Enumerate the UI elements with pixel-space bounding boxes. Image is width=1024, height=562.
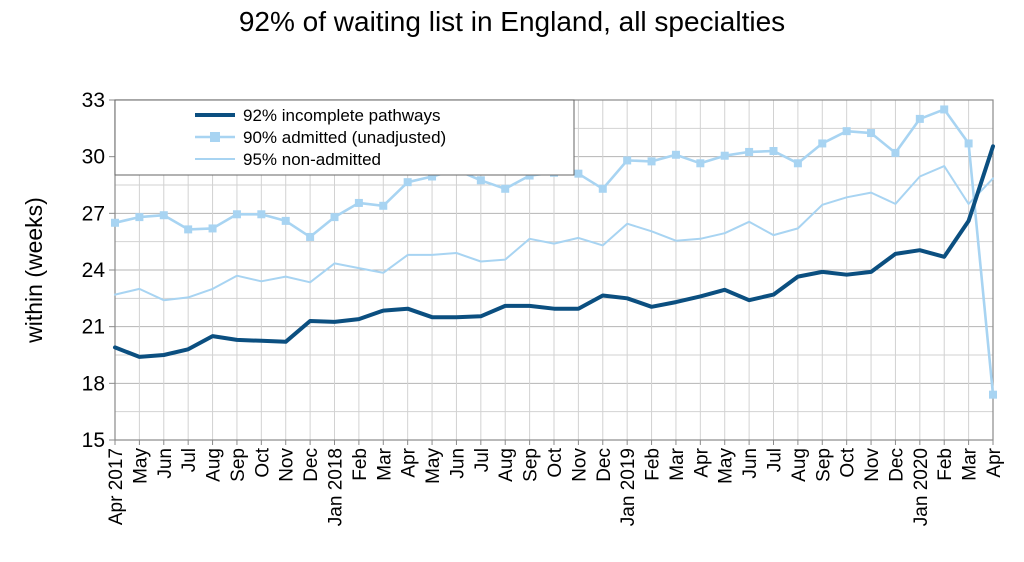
data-point-marker <box>379 201 388 210</box>
x-tick-label: Nov <box>862 448 883 482</box>
y-tick-label: 30 <box>82 146 105 169</box>
y-axis-label: within (weeks) <box>21 197 47 344</box>
data-point-marker <box>598 184 607 193</box>
data-point-marker <box>915 114 924 123</box>
data-point-marker <box>208 224 217 233</box>
data-point-marker <box>574 169 583 178</box>
data-point-marker <box>989 390 997 399</box>
x-tick-label: Apr <box>984 447 1005 477</box>
x-tick-label: Mar <box>374 447 395 480</box>
y-tick-label: 24 <box>82 259 106 282</box>
series-lines <box>111 105 997 399</box>
x-tick-label: Dec <box>594 448 615 482</box>
x-tick-label: Feb <box>643 448 664 481</box>
data-point-marker <box>891 148 900 157</box>
x-tick-label: Jul <box>179 448 200 472</box>
data-point-marker <box>696 159 705 168</box>
legend-label: 90% admitted (unadjusted) <box>243 128 446 147</box>
data-point-marker <box>647 157 656 166</box>
x-tick-label: Jun <box>740 448 761 479</box>
x-tick-label: May <box>716 448 737 484</box>
data-point-marker <box>769 147 778 155</box>
y-tick-label: 15 <box>82 429 105 452</box>
data-point-marker <box>330 213 339 222</box>
legend-label: 95% non-admitted <box>243 150 381 169</box>
data-point-marker <box>428 172 437 181</box>
data-point-marker <box>354 198 363 207</box>
data-point-marker <box>306 232 315 241</box>
x-axis-ticks: Apr 2017 May Jun Jul Aug Sep Oct Nov Dec Jan 2018… <box>106 440 1005 526</box>
x-tick-label: Dec <box>886 448 907 482</box>
y-axis-ticks: 15 18 21 24 27 30 33 <box>82 89 115 452</box>
series-line-3 <box>114 165 994 302</box>
data-point-marker <box>184 225 193 234</box>
x-tick-label: Jun <box>155 448 176 479</box>
legend-box <box>114 99 575 176</box>
legend: 92% incomplete pathways 90% admitted (una… <box>114 99 575 176</box>
x-tick-label: Mar <box>960 447 981 480</box>
x-tick-label: Sep <box>228 448 249 482</box>
x-tick-label: Apr <box>691 447 712 477</box>
x-tick-label: Aug <box>789 448 810 482</box>
x-tick-label: Apr <box>399 447 420 477</box>
data-point-marker <box>257 210 266 219</box>
legend-marker <box>210 132 220 142</box>
chart-title: 92% of waiting list in England, all spec… <box>238 6 786 37</box>
x-tick-label: Jan 2018 <box>326 448 347 526</box>
x-tick-label: Jul <box>472 448 493 472</box>
data-point-marker <box>501 184 510 193</box>
x-tick-label: Aug <box>496 448 517 482</box>
x-tick-label: Nov <box>277 448 298 482</box>
data-point-marker <box>818 139 827 148</box>
data-point-marker <box>671 150 680 159</box>
x-tick-label: May <box>130 448 151 484</box>
y-tick-label: 27 <box>82 202 105 225</box>
data-point-marker <box>135 213 144 222</box>
data-point-marker <box>623 156 632 165</box>
data-point-marker <box>159 211 168 220</box>
x-tick-label: Oct <box>252 447 273 477</box>
x-tick-label: Feb <box>935 448 956 481</box>
x-tick-label: Aug <box>204 448 225 482</box>
x-tick-label: Oct <box>838 447 859 477</box>
x-tick-label: May <box>423 448 444 484</box>
y-tick-label: 18 <box>82 372 105 395</box>
x-tick-label: Mar <box>667 447 688 480</box>
data-point-marker <box>476 176 485 185</box>
data-point-marker <box>793 159 802 168</box>
x-tick-label: Oct <box>545 447 566 477</box>
data-point-marker <box>111 218 119 227</box>
data-point-marker <box>842 127 851 136</box>
y-tick-label: 21 <box>82 316 105 339</box>
x-tick-label: Jun <box>447 448 468 479</box>
x-tick-label: Jul <box>765 448 786 472</box>
data-point-marker <box>940 105 949 114</box>
x-tick-label: Feb <box>350 448 371 481</box>
data-point-marker <box>232 210 241 219</box>
data-point-marker <box>403 178 412 187</box>
y-tick-label: 33 <box>82 89 105 112</box>
x-tick-label: Sep <box>521 448 542 482</box>
data-point-marker <box>964 139 973 148</box>
x-tick-label: Jan 2019 <box>618 448 639 526</box>
x-tick-label: Jan 2020 <box>911 448 932 526</box>
data-point-marker <box>720 151 729 160</box>
series-line-1 <box>113 144 995 359</box>
x-tick-label: Dec <box>301 448 322 482</box>
data-point-marker <box>745 147 754 156</box>
data-point-marker <box>281 216 290 225</box>
x-tick-label: Apr 2017 <box>106 448 127 525</box>
x-tick-label: Nov <box>569 448 590 482</box>
data-point-marker <box>867 129 876 138</box>
data-point-marker <box>525 171 534 180</box>
x-tick-label: Sep <box>813 448 834 482</box>
legend-label: 92% incomplete pathways <box>243 106 441 125</box>
